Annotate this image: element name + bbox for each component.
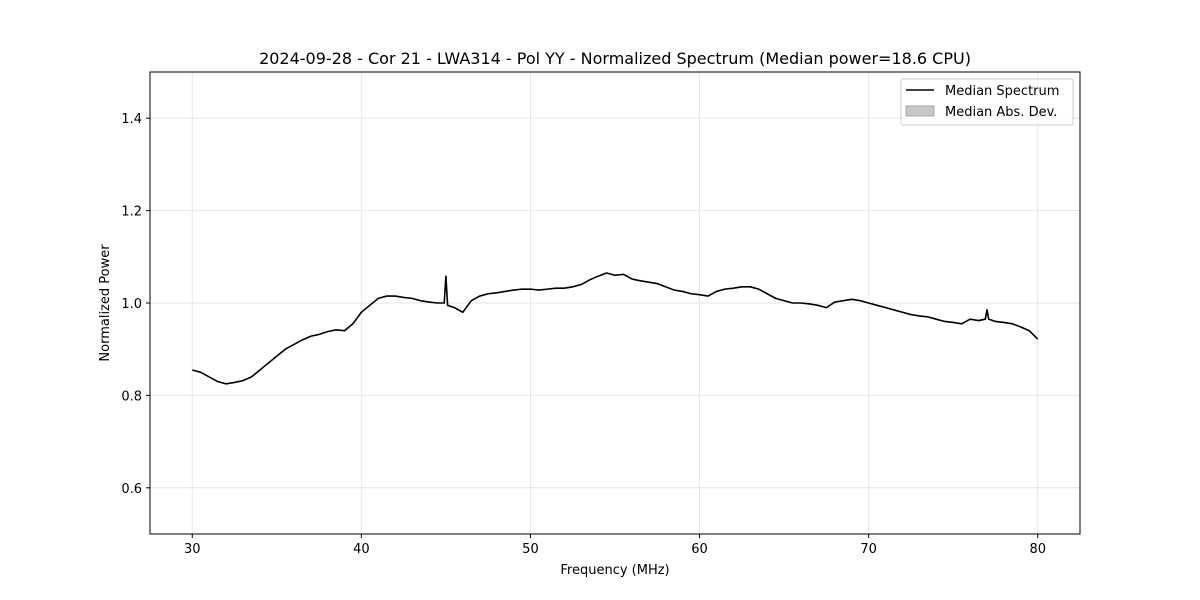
legend-band-swatch: [905, 105, 935, 117]
legend-box: [900, 78, 1074, 126]
series-layer: [192, 272, 1039, 385]
x-tick-label: 50: [522, 542, 539, 557]
y-axis-label: Normalized Power: [98, 244, 113, 362]
x-tick-label: 80: [1029, 542, 1046, 557]
x-tick-label: 60: [691, 542, 708, 557]
y-tick-label: 0.8: [121, 389, 142, 404]
axis-ticks: 30 40 50 60 70 80 0.6 0.8 1.0 1.2 1.4: [121, 112, 1046, 557]
chart-title: 2024-09-28 - Cor 21 - LWA314 - Pol YY - …: [259, 49, 971, 68]
median-spectrum-line: [192, 272, 1039, 385]
legend-entry-median-abs-dev: Median Abs. Dev.: [945, 105, 1057, 120]
plot-frame: [149, 71, 1081, 535]
y-tick-label: 1.2: [121, 205, 142, 220]
y-tick-label: 0.6: [121, 482, 142, 497]
legend-entry-median-spectrum: Median Spectrum: [945, 84, 1059, 99]
grid: [150, 72, 1080, 534]
x-axis-label: Frequency (MHz): [560, 563, 669, 578]
x-tick-label: 70: [860, 542, 877, 557]
legend: Median Spectrum Median Abs. Dev.: [900, 78, 1074, 126]
y-tick-label: 1.4: [121, 112, 142, 127]
x-tick-label: 30: [184, 542, 201, 557]
x-tick-label: 40: [353, 542, 370, 557]
y-tick-label: 1.0: [121, 297, 142, 312]
